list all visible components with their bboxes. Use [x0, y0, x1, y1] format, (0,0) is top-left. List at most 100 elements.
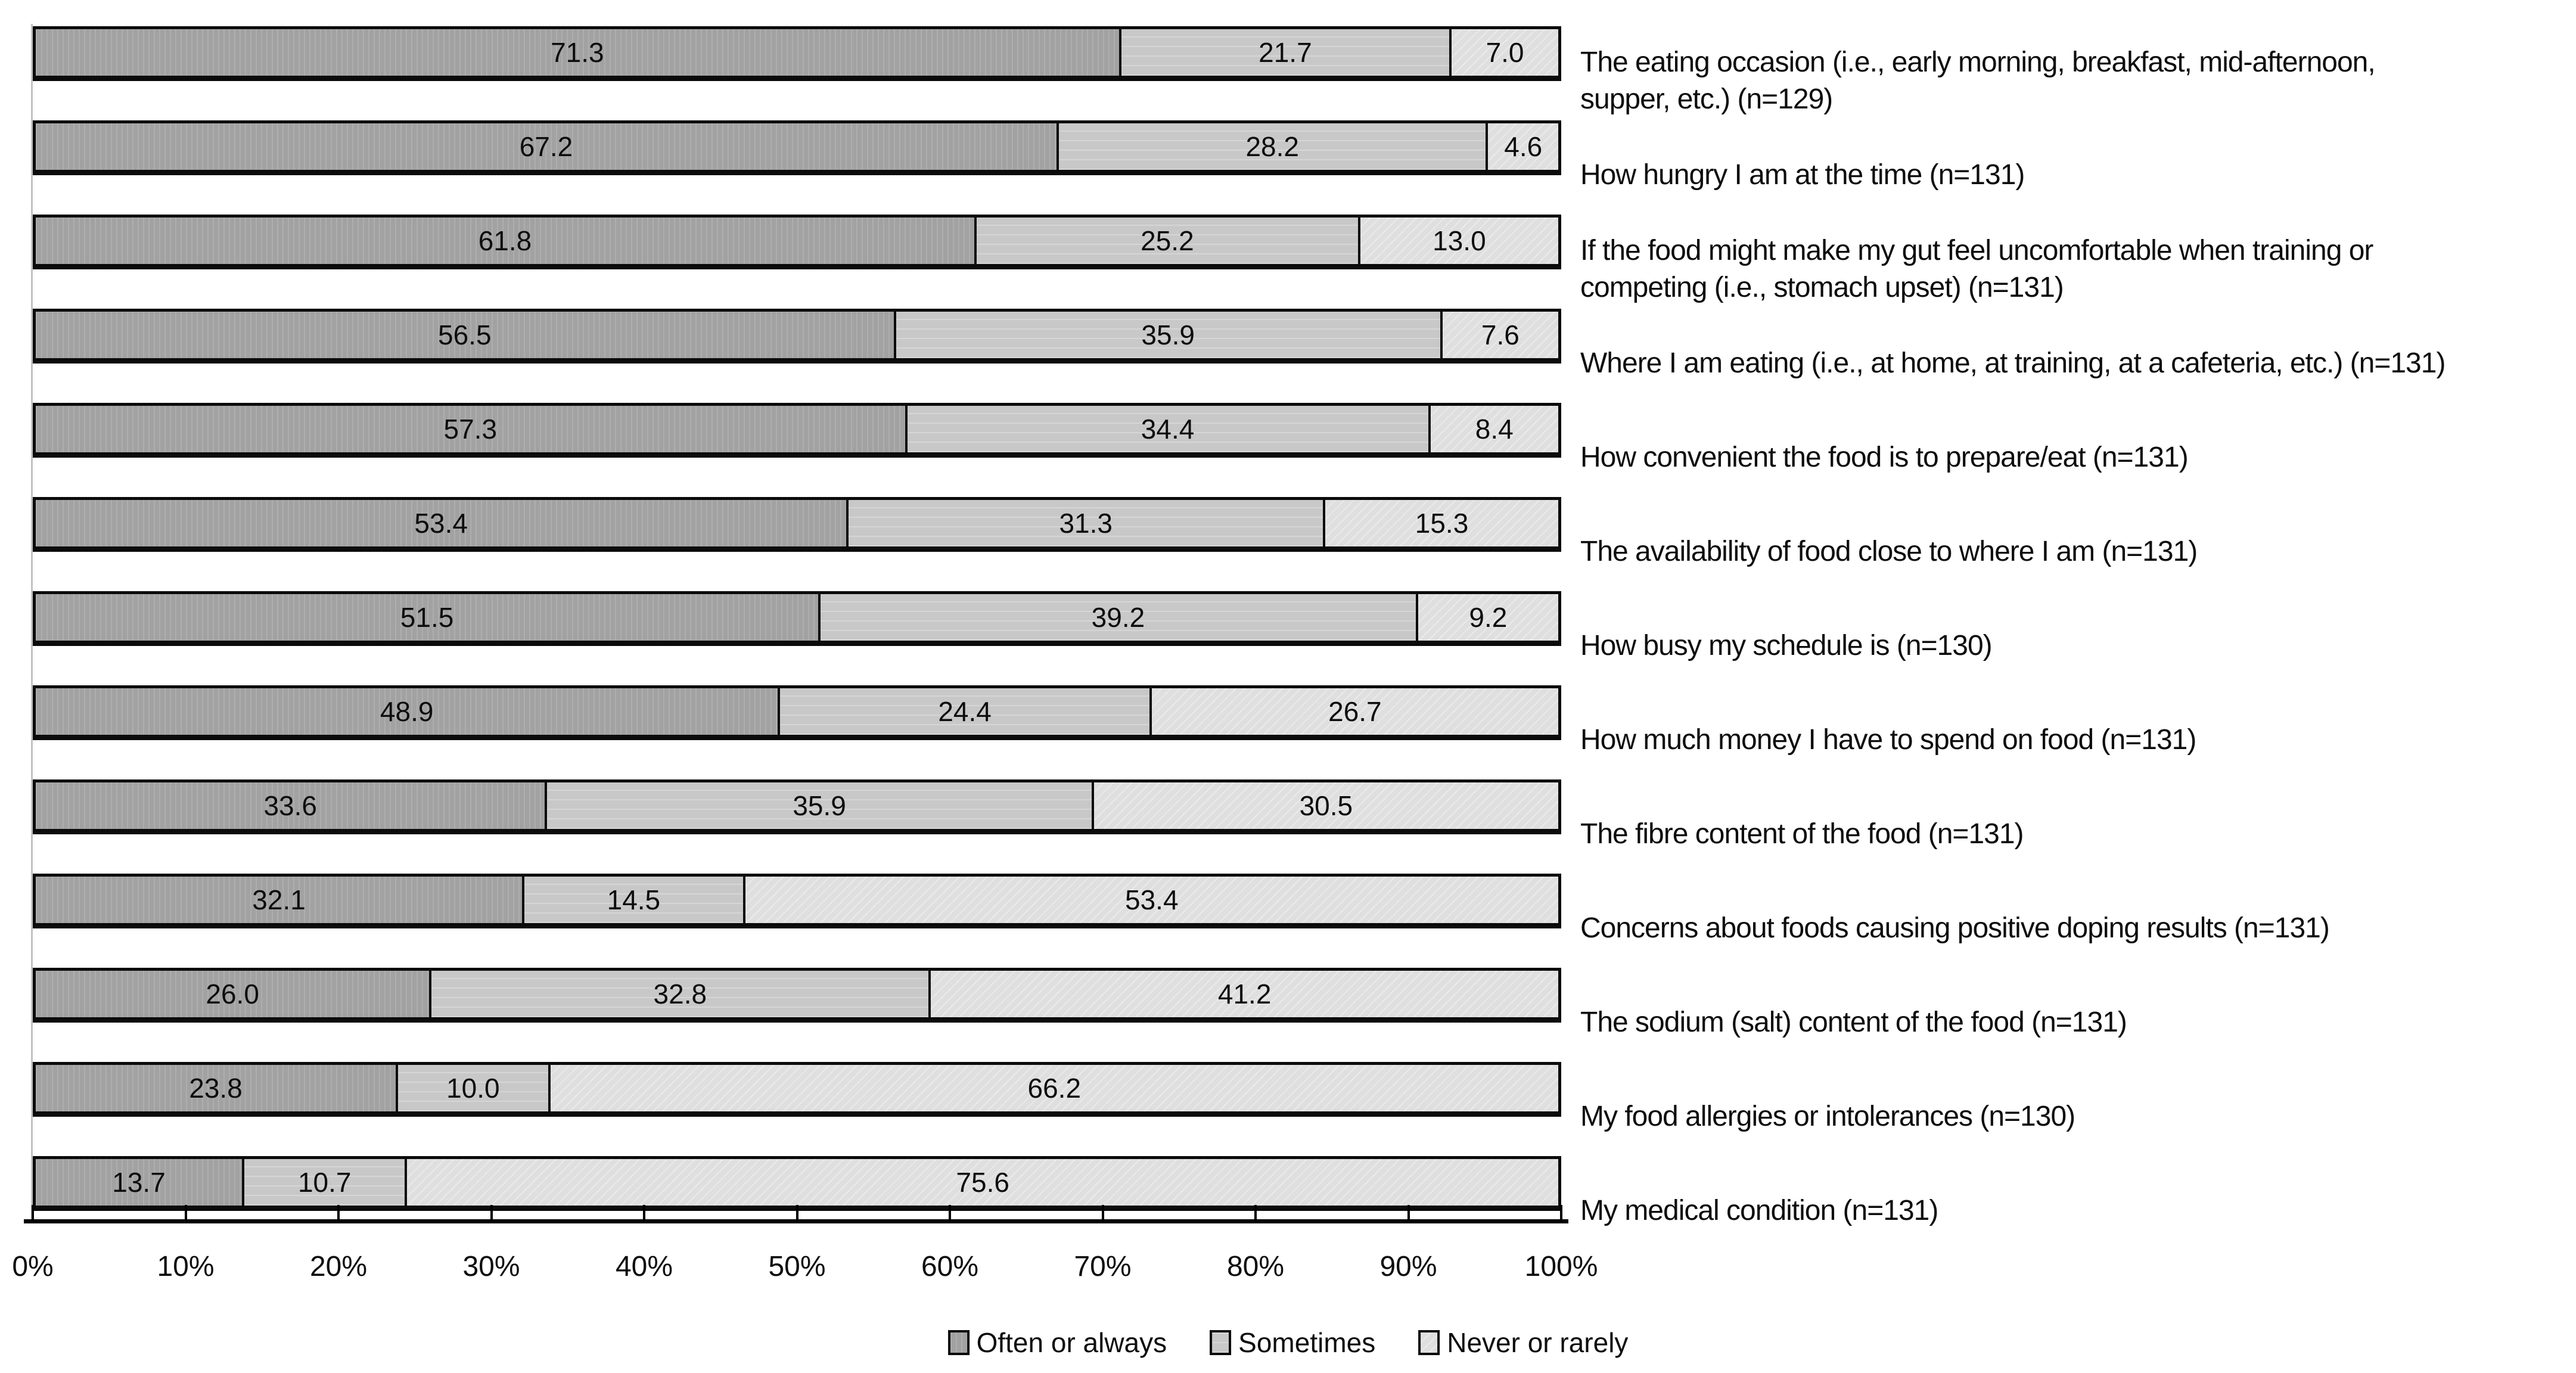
segment-value-label: 28.2 — [1245, 131, 1299, 162]
category-label: How busy my schedule is (n=130) — [1580, 628, 2574, 664]
bar-segment-never-or-rarely: 30.5 — [1093, 782, 1558, 829]
bar-segment-sometimes: 10.0 — [398, 1065, 551, 1111]
bar-segment-never-or-rarely: 15.3 — [1325, 500, 1558, 546]
segment-value-label: 13.7 — [112, 1167, 166, 1198]
bar-segment-never-or-rarely: 9.2 — [1418, 594, 1558, 641]
segment-value-label: 75.6 — [956, 1167, 1009, 1198]
segment-value-label: 71.3 — [551, 37, 604, 68]
x-axis-tick-label: 20% — [309, 1251, 368, 1282]
x-axis-tick — [1254, 1205, 1257, 1219]
segment-value-label: 15.3 — [1415, 508, 1469, 539]
x-axis-tick-label: 30% — [462, 1251, 520, 1282]
x-axis-tick-label: 50% — [768, 1251, 826, 1282]
x-axis-tick — [643, 1205, 645, 1219]
category-label-line: How convenient the food is to prepare/ea… — [1580, 442, 2189, 473]
segment-value-label: 7.0 — [1486, 37, 1524, 68]
category-label-line: How hungry I am at the time (n=131) — [1580, 159, 2025, 191]
segment-value-label: 13.0 — [1433, 225, 1486, 256]
bar-segment-often-or-always: 51.5 — [36, 594, 821, 641]
category-label: My food allergies or intolerances (n=130… — [1580, 1098, 2574, 1135]
x-axis-tick — [1560, 1205, 1562, 1219]
category-label-line: The sodium (salt) content of the food (n… — [1580, 1007, 2127, 1038]
bar-row: 33.6 35.9 30.5 — [33, 779, 1561, 834]
bar-segment-often-or-always: 32.1 — [36, 877, 525, 923]
segment-value-label: 61.8 — [478, 225, 532, 256]
category-label: How convenient the food is to prepare/ea… — [1580, 439, 2574, 476]
segment-value-label: 48.9 — [380, 696, 434, 727]
category-label: The availability of food close to where … — [1580, 533, 2574, 570]
category-label-line: My medical condition (n=131) — [1580, 1195, 1938, 1226]
x-axis-tick-label: 10% — [157, 1251, 215, 1282]
legend-swatch-icon — [1210, 1330, 1232, 1355]
bar-segment-never-or-rarely: 13.0 — [1360, 218, 1558, 264]
x-axis-tick — [337, 1205, 340, 1219]
bar-segment-never-or-rarely: 66.2 — [550, 1065, 1558, 1111]
bar-segment-often-or-always: 23.8 — [36, 1065, 399, 1111]
bar-segment-never-or-rarely: 75.6 — [407, 1159, 1558, 1206]
bar-row: 13.7 10.7 75.6 — [33, 1156, 1561, 1211]
segment-value-label: 21.7 — [1259, 37, 1312, 68]
segment-value-label: 23.8 — [189, 1073, 243, 1104]
bar-segment-never-or-rarely: 53.4 — [745, 877, 1558, 923]
bar-row: 67.2 28.2 4.6 — [33, 120, 1561, 175]
category-label-line: The availability of food close to where … — [1580, 536, 2198, 567]
bar-segment-sometimes: 35.9 — [547, 782, 1094, 829]
segment-value-label: 30.5 — [1299, 790, 1353, 821]
bar-segment-often-or-always: 13.7 — [36, 1159, 245, 1206]
category-label-line: Where I am eating (i.e., at home, at tra… — [1580, 347, 2446, 379]
segment-value-label: 51.5 — [400, 602, 454, 633]
bar-row: 56.5 35.9 7.6 — [33, 309, 1561, 364]
bar-segment-never-or-rarely: 26.7 — [1151, 688, 1558, 735]
segment-value-label: 4.6 — [1504, 131, 1543, 162]
segment-value-label: 41.2 — [1217, 979, 1272, 1009]
bar-segment-never-or-rarely: 7.0 — [1452, 29, 1558, 76]
bar-segment-often-or-always: 33.6 — [36, 782, 548, 829]
bar-segment-sometimes: 25.2 — [976, 218, 1360, 264]
category-label: My medical condition (n=131) — [1580, 1192, 2574, 1229]
bar-segment-sometimes: 28.2 — [1058, 123, 1489, 170]
x-axis-tick — [490, 1205, 493, 1219]
segment-value-label: 7.6 — [1481, 319, 1520, 350]
category-label-line: The fibre content of the food (n=131) — [1580, 818, 2024, 850]
category-label-line: My food allergies or intolerances (n=130… — [1580, 1101, 2075, 1132]
x-axis-tick-label: 80% — [1226, 1251, 1285, 1282]
legend-swatch-icon — [1418, 1330, 1440, 1355]
category-label-line: The eating occasion (i.e., early morning… — [1580, 46, 2376, 78]
x-axis-line — [24, 1219, 1568, 1223]
x-axis-tick-label: 60% — [921, 1251, 979, 1282]
bar-segment-sometimes: 10.7 — [244, 1159, 408, 1206]
bar-segment-never-or-rarely: 8.4 — [1430, 406, 1558, 452]
x-axis-tick-label: 40% — [615, 1251, 673, 1282]
x-axis-tick — [949, 1205, 951, 1219]
x-axis-tick — [32, 1205, 34, 1219]
bar-segment-sometimes: 24.4 — [780, 688, 1152, 735]
bar-row: 32.1 14.5 53.4 — [33, 874, 1561, 928]
y-axis-line — [31, 24, 33, 1219]
legend-item: Never or rarely — [1418, 1327, 1628, 1359]
category-label-line: How much money I have to spend on food (… — [1580, 724, 2196, 756]
bar-segment-sometimes: 35.9 — [896, 312, 1443, 358]
bar-segment-often-or-always: 67.2 — [36, 123, 1059, 170]
segment-value-label: 8.4 — [1475, 414, 1514, 445]
chart-legend: Often or always Sometimes Never or rarely — [947, 1327, 1628, 1359]
bar-segment-sometimes: 31.3 — [849, 500, 1326, 546]
category-label: The sodium (salt) content of the food (n… — [1580, 1004, 2574, 1041]
bar-segment-sometimes: 34.4 — [907, 406, 1431, 452]
bar-row: 57.3 34.4 8.4 — [33, 403, 1561, 458]
segment-value-label: 53.4 — [1125, 884, 1179, 915]
segment-value-label: 25.2 — [1141, 225, 1194, 256]
bar-segment-often-or-always: 57.3 — [36, 406, 908, 452]
category-label: If the food might make my gut feel uncom… — [1580, 232, 2574, 306]
category-label: The eating occasion (i.e., early morning… — [1580, 44, 2574, 118]
segment-value-label: 66.2 — [1027, 1073, 1082, 1104]
segment-value-label: 32.8 — [653, 979, 707, 1009]
category-label: The fibre content of the food (n=131) — [1580, 816, 2574, 853]
legend-label: Sometimes — [1238, 1327, 1376, 1358]
segment-value-label: 10.7 — [297, 1167, 352, 1198]
bar-segment-sometimes: 39.2 — [821, 594, 1418, 641]
category-label-line: competing (i.e., stomach upset) (n=131) — [1580, 272, 2064, 303]
bar-row: 23.8 10.0 66.2 — [33, 1062, 1561, 1117]
bar-row: 53.4 31.3 15.3 — [33, 497, 1561, 552]
bar-row: 48.9 24.4 26.7 — [33, 685, 1561, 740]
